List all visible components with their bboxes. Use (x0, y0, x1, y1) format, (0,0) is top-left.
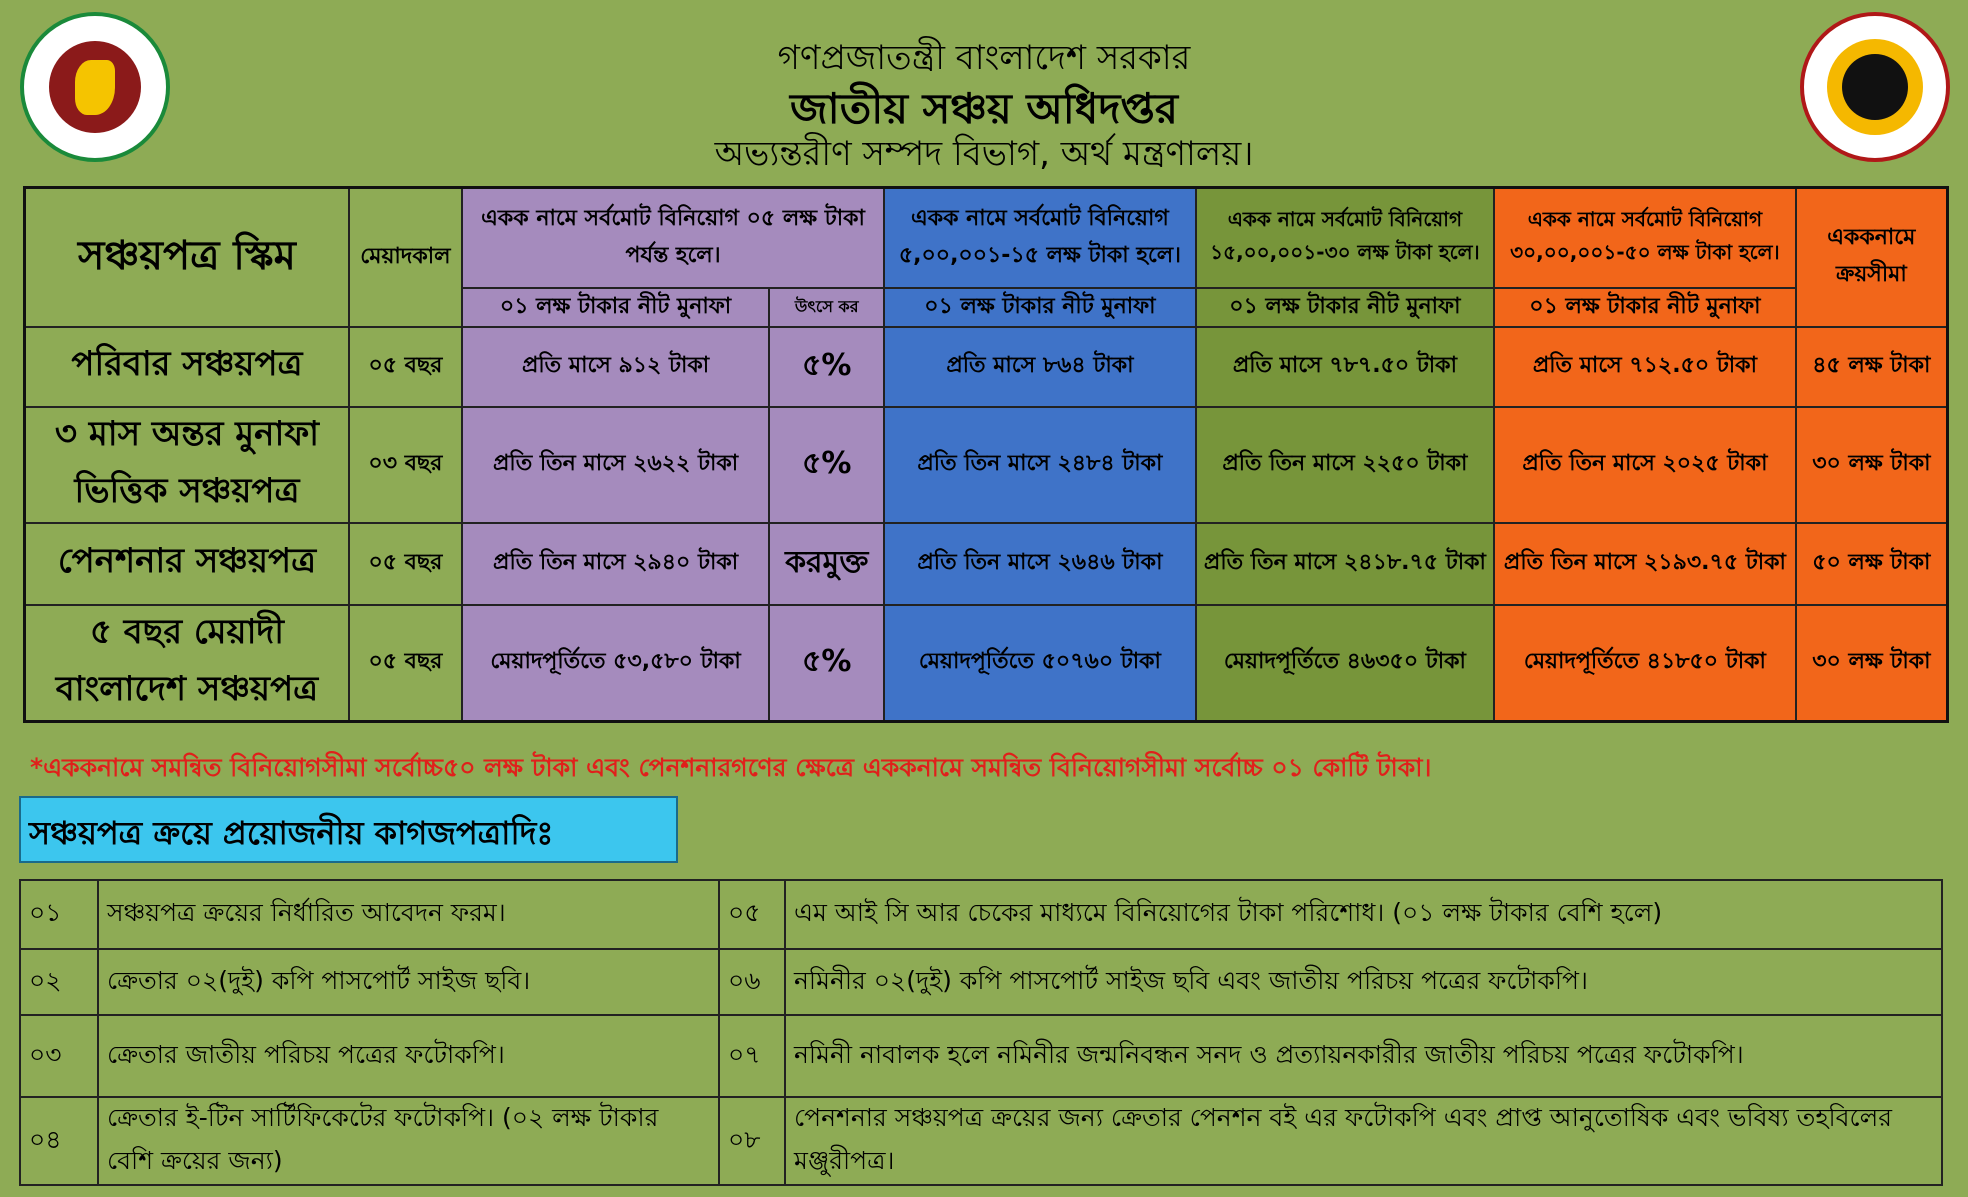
item-number: ০৮ (718, 1096, 786, 1186)
scheme-header: সঞ্চয়পত্র স্কিম (23, 186, 350, 328)
g2-cell: প্রতি তিন মাসে ২৪৮৪ টাকা (883, 405, 1197, 524)
g2-cell: প্রতি মাসে ৮৬৪ টাকা (883, 325, 1197, 408)
government-seal-logo (20, 12, 170, 162)
g4-cell: মেয়াদপূর্তিতে ৪১৮৫০ টাকা (1493, 603, 1797, 722)
limit-cell: ৪৫ লক্ষ টাকা (1794, 325, 1949, 408)
table-row: ৫ বছর মেয়াদী বাংলাদেশ সঞ্চয়পত্র ০৫ বছর ম… (23, 603, 1949, 722)
scheme-cell: পরিবার সঞ্চয়পত্র (23, 325, 350, 408)
document-row: ০১ সঞ্চয়পত্র ক্রয়ের নির্ধারিত আবেদন ফরম… (19, 879, 1943, 950)
sub-header: ০১ লক্ষ টাকার নীট মুনাফা (1194, 286, 1496, 328)
tax-cell: ৫% (768, 405, 886, 524)
g1-cell: মেয়াদপূর্তিতে ৫৩,৫৮০ টাকা (460, 603, 771, 722)
item-text: সঞ্চয়পত্র ক্রয়ের নির্ধারিত আবেদন ফরম। (97, 879, 720, 950)
item-text: ক্রেতার জাতীয় পরিচয় পত্রের ফটোকপি। (97, 1014, 720, 1098)
g3-cell: প্রতি মাসে ৭৮৭.৫০ টাকা (1194, 325, 1496, 408)
group-header: একক নামে সর্বমোট বিনিয়োগ ০৫ লক্ষ টাকা প… (460, 186, 886, 289)
scheme-cell: পেনশনার সঞ্চয়পত্র (23, 521, 350, 606)
item-text: এম আই সি আর চেকের মাধ্যমে বিনিয়োগের টাক… (784, 879, 1943, 950)
item-text: ক্রেতার ই-টিন সার্টিফিকেটের ফটোকপি। (০২ … (97, 1096, 720, 1186)
g3-cell: প্রতি তিন মাসে ২৪১৮.৭৫ টাকা (1194, 521, 1496, 606)
item-text: পেনশনার সঞ্চয়পত্র ক্রয়ের জন্য ক্রেতার … (784, 1096, 1943, 1186)
duration-cell: ০৫ বছর (347, 603, 463, 722)
tax-cell: করমুক্ত (768, 521, 886, 606)
g4-cell: প্রতি তিন মাসে ২০২৫ টাকা (1493, 405, 1797, 524)
documents-title: সঞ্চয়পত্র ক্রয়ে প্রয়োজনীয় কাগজপত্রাদ… (19, 796, 678, 863)
tax-cell: ৫% (768, 603, 886, 722)
document-row: ০৪ ক্রেতার ই-টিন সার্টিফিকেটের ফটোকপি। (০… (19, 1096, 1943, 1186)
scheme-cell: ৫ বছর মেয়াদী বাংলাদেশ সঞ্চয়পত্র (23, 603, 350, 722)
g4-cell: প্রতি তিন মাসে ২১৯৩.৭৫ টাকা (1493, 521, 1797, 606)
header-directorate: জাতীয় সঞ্চয় অধিদপ্তর (789, 84, 1179, 133)
item-number: ০১ (19, 879, 99, 950)
item-text: নমিনীর ০২(দুই) কপি পাসপোর্ট সাইজ ছবি এবং… (784, 948, 1943, 1016)
item-text: ক্রেতার ০২(দুই) কপি পাসপোর্ট সাইজ ছবি। (97, 948, 720, 1016)
item-text: নমিনী নাবালক হলে নমিনীর জন্মনিবন্ধন সনদ … (784, 1014, 1943, 1098)
tax-cell: ৫% (768, 325, 886, 408)
item-number: ০২ (19, 948, 99, 1016)
group-header: একক নামে সর্বমোট বিনিয়োগ ১৫,০০,০০১-৩০ ল… (1194, 186, 1496, 289)
table-row: ৩ মাস অন্তর মুনাফা ভিত্তিক সঞ্চয়পত্র ০৩ … (23, 405, 1949, 524)
g3-cell: প্রতি তিন মাসে ২২৫০ টাকা (1194, 405, 1496, 524)
item-number: ০৫ (718, 879, 786, 950)
item-number: ০৪ (19, 1096, 99, 1186)
g1-cell: প্রতি তিন মাসে ২৯৪০ টাকা (460, 521, 771, 606)
g3-cell: মেয়াদপূর্তিতে ৪৬৩৫০ টাকা (1194, 603, 1496, 722)
g2-cell: মেয়াদপূর্তিতে ৫০৭৬০ টাকা (883, 603, 1197, 722)
limit-header: এককনামে ক্রয়সীমা (1794, 186, 1949, 328)
table-row: পেনশনার সঞ্চয়পত্র ০৫ বছর প্রতি তিন মাসে ২… (23, 521, 1949, 606)
documents-table: ০১ সঞ্চয়পত্র ক্রয়ের নির্ধারিত আবেদন ফরম… (19, 879, 1943, 1186)
document-row: ০৩ ক্রেতার জাতীয় পরিচয় পত্রের ফটোকপি। ০৭… (19, 1014, 1943, 1098)
item-number: ০৩ (19, 1014, 99, 1098)
duration-cell: ০৫ বছর (347, 521, 463, 606)
group-header: একক নামে সর্বমোট বিনিয়োগ ৫,০০,০০১-১৫ লক… (883, 186, 1197, 289)
header-ministry: অভ্যন্তরীণ সম্পদ বিভাগ, অর্থ মন্ত্রণালয়… (714, 134, 1254, 174)
duration-cell: ০৫ বছর (347, 325, 463, 408)
document-row: ০২ ক্রেতার ০২(দুই) কপি পাসপোর্ট সাইজ ছবি।… (19, 948, 1943, 1016)
scheme-cell: ৩ মাস অন্তর মুনাফা ভিত্তিক সঞ্চয়পত্র (23, 405, 350, 524)
g2-cell: প্রতি তিন মাসে ২৬৪৬ টাকা (883, 521, 1197, 606)
g1-cell: প্রতি তিন মাসে ২৬২২ টাকা (460, 405, 771, 524)
savings-scheme-table: সঞ্চয়পত্র স্কিম মেয়াদকাল একক নামে সর্ব… (23, 186, 1949, 723)
duration-header: মেয়াদকাল (347, 186, 463, 328)
header-government: গণপ্রজাতন্ত্রী বাংলাদেশ সরকার (777, 38, 1191, 78)
limit-cell: ৫০ লক্ষ টাকা (1794, 521, 1949, 606)
sub-header: ০১ লক্ষ টাকার নীট মুনাফা (1493, 286, 1797, 328)
sub-header: ০১ লক্ষ টাকার নীট মুনাফা (460, 286, 771, 328)
savings-directorate-logo (1800, 12, 1950, 162)
tax-header: উৎসে কর (768, 286, 886, 328)
item-number: ০৬ (718, 948, 786, 1016)
item-number: ০৭ (718, 1014, 786, 1098)
limit-cell: ৩০ লক্ষ টাকা (1794, 603, 1949, 722)
group-header: একক নামে সর্বমোট বিনিয়োগ ৩০,০০,০০১-৫০ ল… (1493, 186, 1797, 289)
limit-cell: ৩০ লক্ষ টাকা (1794, 405, 1949, 524)
g1-cell: প্রতি মাসে ৯১২ টাকা (460, 325, 771, 408)
duration-cell: ০৩ বছর (347, 405, 463, 524)
sub-header: ০১ লক্ষ টাকার নীট মুনাফা (883, 286, 1197, 328)
investment-limit-note: *এককনামে সমন্বিত বিনিয়োগসীমা সর্বোচ্চ৫০… (30, 753, 1432, 782)
table-row: পরিবার সঞ্চয়পত্র ০৫ বছর প্রতি মাসে ৯১২ টা… (23, 325, 1949, 408)
g4-cell: প্রতি মাসে ৭১২.৫০ টাকা (1493, 325, 1797, 408)
